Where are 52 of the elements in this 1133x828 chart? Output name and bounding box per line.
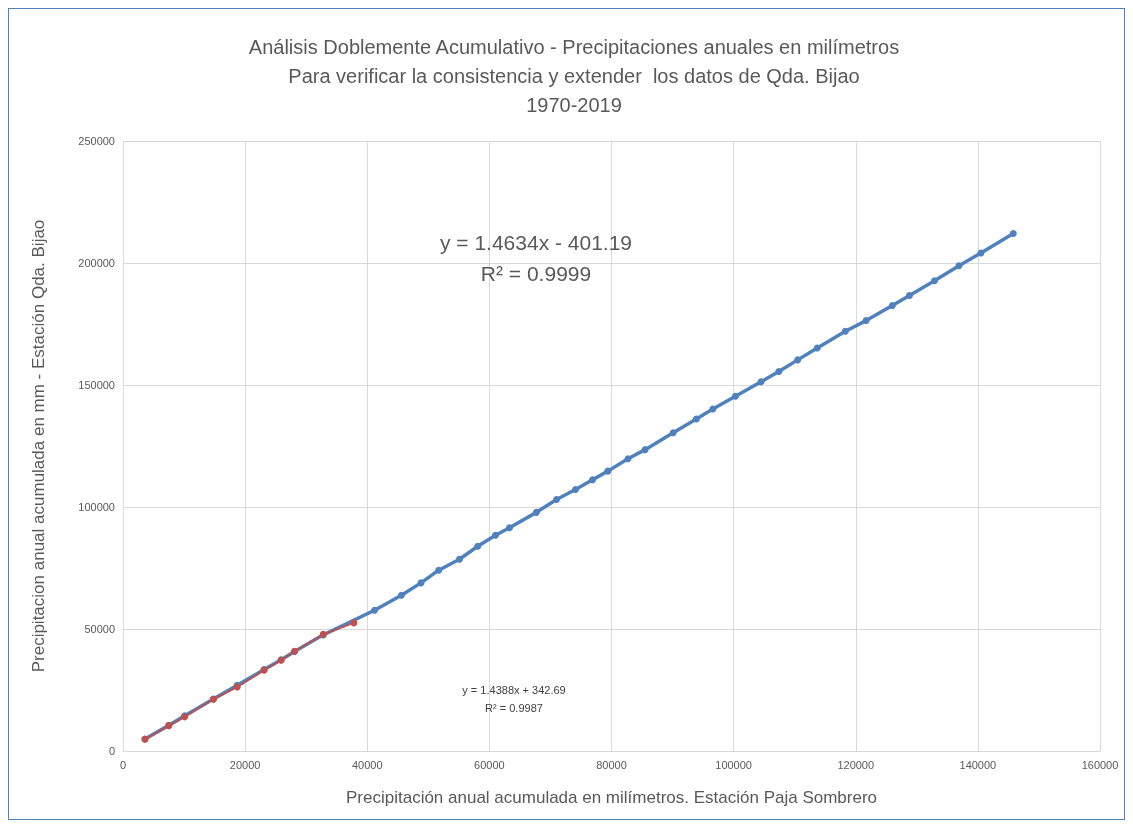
point xyxy=(532,508,540,516)
y-tick-label: 0 xyxy=(108,745,115,757)
point xyxy=(435,566,443,574)
point xyxy=(350,619,358,627)
y-tick-label: 50000 xyxy=(84,623,115,635)
point xyxy=(931,277,939,285)
point xyxy=(571,485,579,493)
point xyxy=(813,344,821,352)
point xyxy=(757,378,765,386)
point xyxy=(589,476,597,484)
y-tick-label: 100000 xyxy=(78,501,115,513)
annotation: R² = 0.9999 xyxy=(480,261,592,285)
x-tick-label: 100000 xyxy=(715,758,752,771)
point xyxy=(624,455,632,463)
x-tick-label: 0 xyxy=(119,758,127,771)
point xyxy=(731,392,739,400)
point xyxy=(955,262,963,270)
point xyxy=(641,446,649,454)
x-tick-label: 20000 xyxy=(229,758,261,771)
point xyxy=(888,301,896,309)
y-tick-label: 150000 xyxy=(78,379,115,391)
point xyxy=(491,531,499,539)
x-tick-label: 140000 xyxy=(959,758,997,771)
point xyxy=(1009,229,1017,237)
point xyxy=(794,356,802,364)
point xyxy=(474,542,482,550)
annotation: y = 1.4388x + 342.69 xyxy=(462,684,566,696)
chart-title: Análisis Doblemente Acumulativo - Precipitaciones anuales en milímetros Para verificar la consistencia y extender los datos de Qda. Bijao 1970-2019 xyxy=(248,35,900,116)
x-tick-label: 60000 xyxy=(474,758,505,771)
annotation: R² = 0.9987 xyxy=(485,702,543,714)
point xyxy=(506,524,514,532)
x-tick-label: 40000 xyxy=(351,758,383,771)
point xyxy=(841,327,849,335)
y-tick-label: 250000 xyxy=(78,135,115,147)
point xyxy=(862,317,870,325)
point xyxy=(397,591,405,599)
point xyxy=(905,291,913,299)
point xyxy=(692,415,700,423)
point xyxy=(669,429,677,437)
x-tick-label: 160000 xyxy=(1081,758,1119,771)
point xyxy=(553,495,561,503)
y-axis-title: Precipitacion anual acumulada en mm - Estación Qda. Bijao xyxy=(29,219,48,673)
point xyxy=(455,555,463,563)
annotation: y = 1.4634x - 401.19 xyxy=(439,230,633,254)
x-tick-label: 80000 xyxy=(596,758,627,771)
point xyxy=(371,606,379,614)
point xyxy=(775,368,783,376)
point xyxy=(604,467,612,475)
x-tick-label: 120000 xyxy=(837,758,875,771)
x-axis-title: Precipitación anual acumulada en milímetros. Estación Paja Sombrero xyxy=(345,788,878,807)
point xyxy=(709,405,717,413)
y-tick-label: 200000 xyxy=(78,257,115,269)
